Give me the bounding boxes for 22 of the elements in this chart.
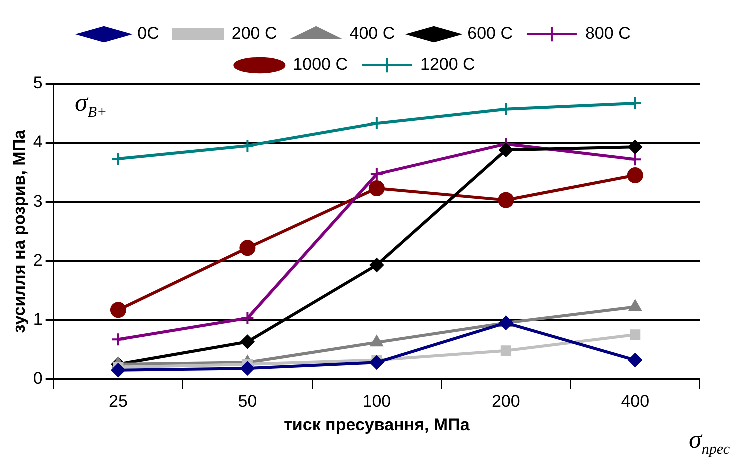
legend-label: 0C xyxy=(138,24,160,44)
legend-label: 400 C xyxy=(350,24,396,44)
x-axis-title: тиск пресування, МПа xyxy=(284,415,470,434)
y-tick-label: 0 xyxy=(33,368,43,388)
annotation: σ$_{B+}$ xyxy=(75,88,108,122)
legend-label: 1000 C xyxy=(293,55,348,74)
x-tick-label: 100 xyxy=(362,392,392,412)
y-axis-title: зусилля на розрив, МПа xyxy=(10,129,29,334)
x-tick-label: 50 xyxy=(238,392,258,412)
y-tick-label: 4 xyxy=(33,132,43,152)
x-tick-label: 200 xyxy=(492,392,520,412)
legend-label: 200 C xyxy=(232,24,278,44)
legend-label: 1200 C xyxy=(420,55,476,74)
y-tick-label: 3 xyxy=(33,192,43,211)
y-tick-label: 2 xyxy=(33,250,43,270)
x-tick-label: 25 xyxy=(109,392,128,412)
text: σ$_{прес}$ xyxy=(689,424,730,459)
y-tick-label: 1 xyxy=(33,310,43,329)
y-tick-label: 5 xyxy=(33,74,43,93)
legend-label: 600 C xyxy=(468,24,513,44)
x-tick-label: 400 xyxy=(621,392,650,412)
legend-label: 800 C xyxy=(585,24,631,44)
